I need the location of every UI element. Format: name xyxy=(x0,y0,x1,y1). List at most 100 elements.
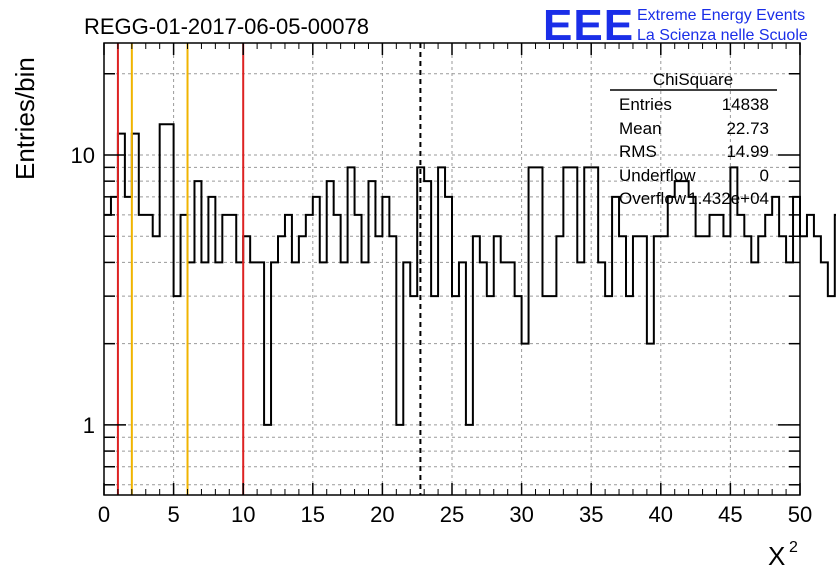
stats-value-entries: 14838 xyxy=(722,95,769,114)
x-tick-label: 5 xyxy=(167,502,179,527)
x-axis-label: X 2 xyxy=(768,539,798,571)
histogram-bin xyxy=(313,197,320,495)
histogram xyxy=(104,123,836,495)
histogram-bin xyxy=(584,167,591,495)
histogram-bin xyxy=(431,296,438,495)
histogram-bin xyxy=(389,236,396,495)
histogram-bin xyxy=(570,167,577,495)
histogram-bin xyxy=(348,167,355,495)
histogram-bin xyxy=(264,425,271,495)
eee-logo: EEE Extreme Energy Events La Scienza nel… xyxy=(543,1,808,50)
x-tick-label: 20 xyxy=(370,502,394,527)
axis-ticks xyxy=(103,43,801,495)
histogram-bin xyxy=(723,236,730,495)
histogram-bin xyxy=(181,215,188,495)
histogram-bin xyxy=(633,236,640,495)
histogram-bin xyxy=(577,262,584,495)
histogram-bin xyxy=(285,215,292,495)
histogram-bin xyxy=(814,236,821,495)
chart-title: REGG-01-2017-06-05-00078 xyxy=(84,14,369,39)
histogram-bin xyxy=(703,236,710,495)
histogram-bin xyxy=(696,236,703,495)
stats-value-mean: 22.73 xyxy=(726,119,769,138)
histogram-bin xyxy=(716,215,723,495)
histogram-bin xyxy=(508,262,515,495)
histogram-bin xyxy=(480,262,487,495)
histogram-bin xyxy=(320,262,327,495)
histogram-bin xyxy=(278,236,285,495)
stats-title: ChiSquare xyxy=(653,70,733,89)
histogram-bin xyxy=(612,197,619,495)
histogram-bin xyxy=(793,197,800,495)
histogram-bin xyxy=(536,167,543,495)
histogram-bin xyxy=(341,262,348,495)
histogram-bin xyxy=(445,197,452,495)
histogram-bin xyxy=(403,262,410,495)
histogram-bin xyxy=(501,262,508,495)
histogram-bin xyxy=(661,236,668,495)
histogram-bin xyxy=(654,236,661,495)
histogram-bin xyxy=(355,215,362,495)
histogram-bin xyxy=(710,215,717,495)
histogram-bin xyxy=(160,124,167,495)
histogram-bin xyxy=(598,262,605,495)
histogram-bin xyxy=(375,236,382,495)
logo-line-2: La Scienza nelle Scuole xyxy=(637,27,808,44)
x-tick-label: 10 xyxy=(231,502,255,527)
stats-label-entries: Entries xyxy=(619,95,672,114)
histogram-outline xyxy=(104,123,836,426)
x-tick-label: 30 xyxy=(509,502,533,527)
histogram-bin xyxy=(111,197,118,495)
histogram-bin xyxy=(494,236,501,495)
histogram-bin xyxy=(772,197,779,495)
x-tick-label: 35 xyxy=(579,502,603,527)
histogram-bin xyxy=(153,236,160,495)
histogram-bin xyxy=(758,236,765,495)
histogram-bin xyxy=(515,296,522,495)
histogram-bin xyxy=(188,262,195,495)
histogram-bin xyxy=(765,215,772,495)
histogram-bin xyxy=(118,134,125,495)
histogram-bin xyxy=(605,296,612,495)
histogram-bin xyxy=(821,262,828,495)
logo-mark: EEE xyxy=(543,1,634,50)
histogram-bin xyxy=(438,167,445,495)
histogram-bin xyxy=(640,236,647,495)
histogram-bin xyxy=(132,134,139,495)
stats-label-mean: Mean xyxy=(619,119,662,138)
histogram-bin xyxy=(459,262,466,495)
histogram-bin xyxy=(619,236,626,495)
logo-line-1: Extreme Energy Events xyxy=(637,7,805,24)
histogram-bin xyxy=(250,262,257,495)
x-tick-label: 25 xyxy=(440,502,464,527)
histogram-bin xyxy=(167,124,174,495)
x-tick-labels: 0 5 10 15 20 25 30 35 40 45 50 xyxy=(98,502,812,527)
histogram-bin xyxy=(751,262,758,495)
y-axis-label: Entries/bin xyxy=(10,57,40,180)
histogram-bin xyxy=(215,262,222,495)
x-axis-label-superscript: 2 xyxy=(789,539,798,556)
histogram-bin xyxy=(125,197,132,495)
histogram-bin xyxy=(410,296,417,495)
x-tick-label: 0 xyxy=(98,502,110,527)
histogram-bin xyxy=(786,262,793,495)
histogram-bin xyxy=(139,215,146,495)
histogram-bin xyxy=(368,181,375,495)
y-tick-label: 10 xyxy=(71,143,95,168)
x-axis-label-base: X xyxy=(768,541,785,571)
x-tick-label: 40 xyxy=(649,502,673,527)
histogram-bin xyxy=(194,181,201,495)
histogram-bin xyxy=(327,181,334,495)
histogram-bin xyxy=(229,215,236,495)
stats-label-overflow: Overflow xyxy=(619,189,687,208)
histogram-bin xyxy=(174,296,181,495)
y-tick-labels: 1 10 xyxy=(71,143,95,438)
histogram-bin xyxy=(800,236,807,495)
histogram-bin xyxy=(689,197,696,495)
histogram-bin xyxy=(682,181,689,495)
histogram-bin xyxy=(807,215,814,495)
histogram-bin xyxy=(452,296,459,495)
histogram-bin xyxy=(549,296,556,495)
histogram-bin xyxy=(104,215,111,495)
histogram-bin xyxy=(257,262,264,495)
